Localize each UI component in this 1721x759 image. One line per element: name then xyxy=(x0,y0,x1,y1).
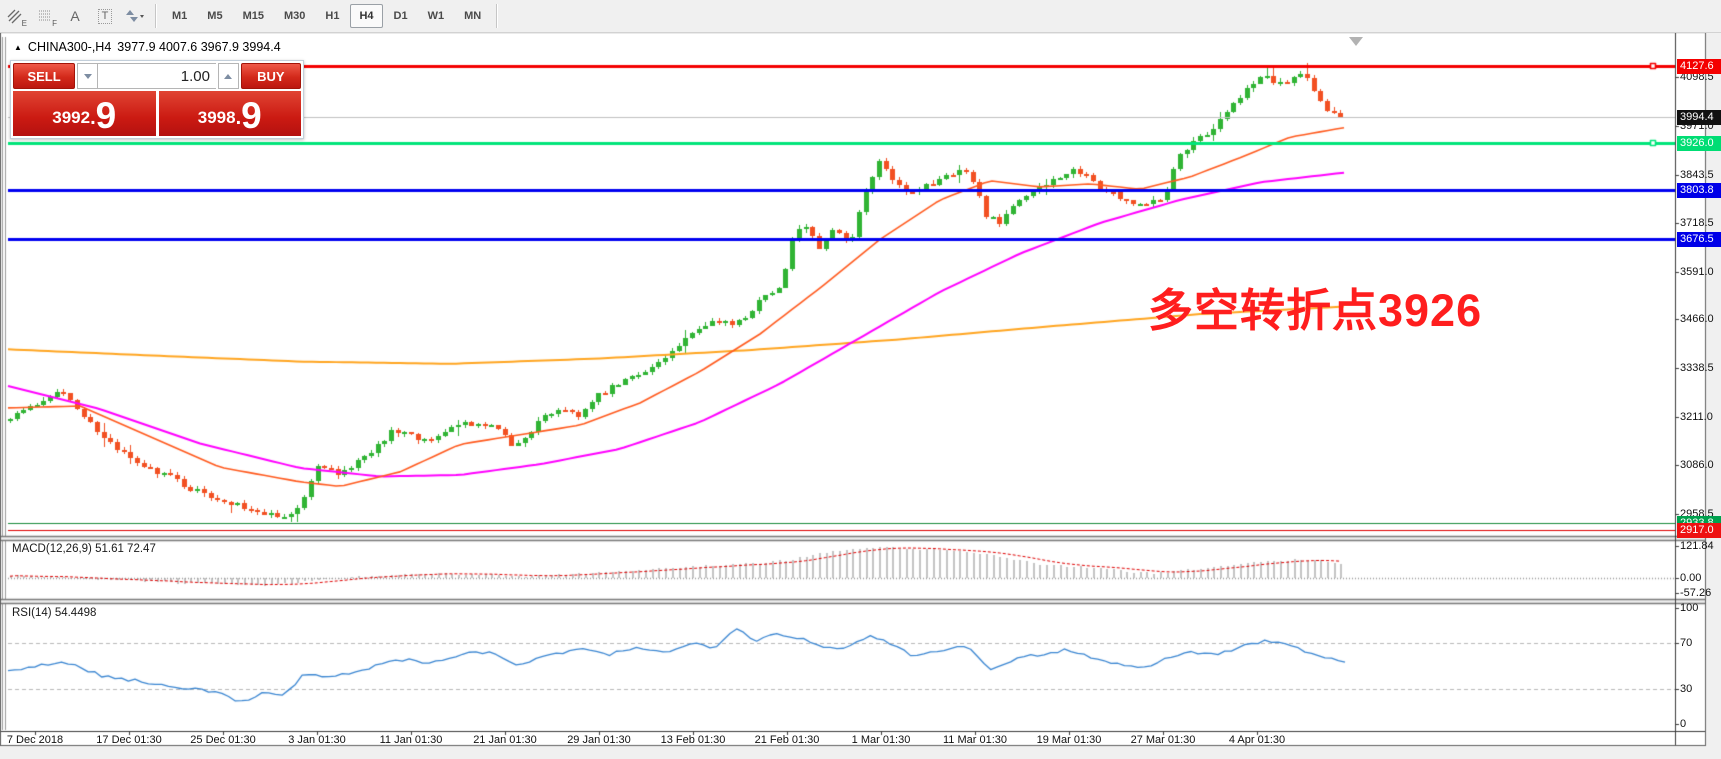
sell-price-sep: . xyxy=(90,107,96,129)
buy-price-sep: . xyxy=(235,107,242,129)
toolbar: E F A T M1 M5 M15 M30 H1 H4 D1 W1 MN xyxy=(0,0,1721,33)
date-axis-label: 25 Dec 01:30 xyxy=(190,734,256,746)
arrows-icon xyxy=(126,10,144,22)
date-axis-label: 3 Jan 01:30 xyxy=(288,734,346,746)
arrows-tool-button[interactable] xyxy=(121,3,149,29)
date-axis-label: 11 Mar 01:30 xyxy=(942,734,1008,746)
volume-input[interactable] xyxy=(97,63,216,89)
price-level-badge: 2917.0 xyxy=(1677,523,1721,538)
timeframe-toolbar: M1 M5 M15 M30 H1 H4 D1 W1 MN xyxy=(162,4,491,28)
timeframe-m1-button[interactable]: M1 xyxy=(172,10,188,22)
buy-price-int: 3998 xyxy=(197,108,236,127)
price-tick-label: 3086.0 xyxy=(1680,459,1714,471)
up-arrow-icon xyxy=(224,73,233,79)
date-axis-label: 13 Feb 01:30 xyxy=(660,734,726,746)
price-tick-label: 3843.5 xyxy=(1680,169,1714,181)
rsi-tick-label: 0 xyxy=(1680,718,1687,730)
date-axis-label: 7 Dec 2018 xyxy=(6,734,64,746)
text-tool-letter: T xyxy=(97,8,113,24)
chart-shift-marker-icon[interactable] xyxy=(1349,37,1363,46)
down-arrow-icon xyxy=(83,73,92,79)
date-axis-label: 29 Jan 01:30 xyxy=(567,734,631,746)
sell-price-int: 3992 xyxy=(52,108,91,127)
date-axis-label: 19 Mar 01:30 xyxy=(1036,734,1102,746)
price-tick-label: 4098.5 xyxy=(1680,71,1714,83)
price-tick-label: 3591.0 xyxy=(1680,266,1714,278)
price-level-badge: 3676.5 xyxy=(1677,232,1721,247)
volume-decrease-button[interactable] xyxy=(77,63,98,89)
buy-button[interactable]: BUY xyxy=(240,63,301,89)
date-axis-label: 27 Mar 01:30 xyxy=(1130,734,1196,746)
date-axis-label: 21 Jan 01:30 xyxy=(473,734,537,746)
price-level-badge: 3994.4 xyxy=(1677,110,1721,125)
date-axis-label: 17 Dec 01:30 xyxy=(96,734,162,746)
timeframe-d1-button[interactable]: D1 xyxy=(393,10,408,22)
grid-tool-button[interactable]: F xyxy=(31,3,59,29)
toolbar-separator xyxy=(155,4,157,28)
timeframe-m5-button[interactable]: M5 xyxy=(207,10,223,22)
date-axis-label: 4 Apr 01:30 xyxy=(1228,734,1286,746)
one-click-trading-panel: SELL BUY 3992 . 9 3998 . 9 xyxy=(10,60,304,139)
timeframe-w1-button[interactable]: W1 xyxy=(427,10,445,22)
edit-tool-button[interactable]: E xyxy=(1,3,29,29)
volume-increase-button[interactable] xyxy=(217,63,239,89)
date-axis-label: 11 Jan 01:30 xyxy=(379,734,443,746)
timeframe-h1-button[interactable]: H1 xyxy=(325,10,340,22)
collapse-arrow-icon[interactable]: ▲ xyxy=(14,42,22,52)
price-tick-label: 3211.0 xyxy=(1680,411,1713,423)
label-tool-button[interactable]: A xyxy=(61,3,89,29)
timeframe-mn-button[interactable]: MN xyxy=(464,10,482,22)
price-tick-label: 3466.0 xyxy=(1680,313,1714,325)
price-tick-label: 3338.5 xyxy=(1680,362,1714,374)
timeframe-h4-button[interactable]: H4 xyxy=(350,4,383,28)
price-tick-label: 3718.5 xyxy=(1680,217,1714,229)
symbol-ohlc: 3977.9 4007.6 3967.9 3994.4 xyxy=(117,40,281,54)
rsi-tick-label: 70 xyxy=(1680,637,1693,649)
rsi-indicator-label: RSI(14) 54.4498 xyxy=(12,607,97,619)
macd-tick-label: 0.00 xyxy=(1680,572,1702,584)
price-level-badge: 3926.0 xyxy=(1677,136,1721,151)
date-axis-label: 21 Feb 01:30 xyxy=(754,734,820,746)
symbol-name: CHINA300-,H4 xyxy=(27,40,112,54)
date-axis-label: 1 Mar 01:30 xyxy=(851,734,911,746)
timeframe-m15-button[interactable]: M15 xyxy=(242,10,264,22)
rsi-tick-label: 30 xyxy=(1680,683,1693,695)
label-tool-letter: A xyxy=(70,8,80,24)
macd-indicator-label: MACD(12,26,9) 51.61 72.47 xyxy=(12,543,156,555)
sell-price-big: 9 xyxy=(95,95,117,136)
text-tool-button[interactable]: T xyxy=(91,3,119,29)
rsi-tick-label: 100 xyxy=(1680,602,1699,614)
macd-tick-label: -57.26 xyxy=(1680,587,1712,599)
timeframe-m30-button[interactable]: M30 xyxy=(283,10,306,22)
buy-price-big: 9 xyxy=(241,95,262,136)
chart-annotation-text: 多空转折点3926 xyxy=(1148,285,1483,336)
edit-tool-letter: E xyxy=(21,19,27,28)
macd-tick-label: 121.84 xyxy=(1680,540,1714,552)
symbol-header: ▲ CHINA300-,H4 3977.9 4007.6 3967.9 3994… xyxy=(14,40,281,54)
price-level-badge: 3803.8 xyxy=(1677,183,1721,198)
grid-tool-letter: F xyxy=(52,19,57,28)
toolbar-separator xyxy=(496,4,499,28)
sell-price-tile[interactable]: 3992 . 9 xyxy=(13,91,156,136)
sell-button[interactable]: SELL xyxy=(13,63,76,89)
price-level-badge: 4127.6 xyxy=(1677,59,1721,74)
buy-price-tile[interactable]: 3998 . 9 xyxy=(158,91,301,136)
